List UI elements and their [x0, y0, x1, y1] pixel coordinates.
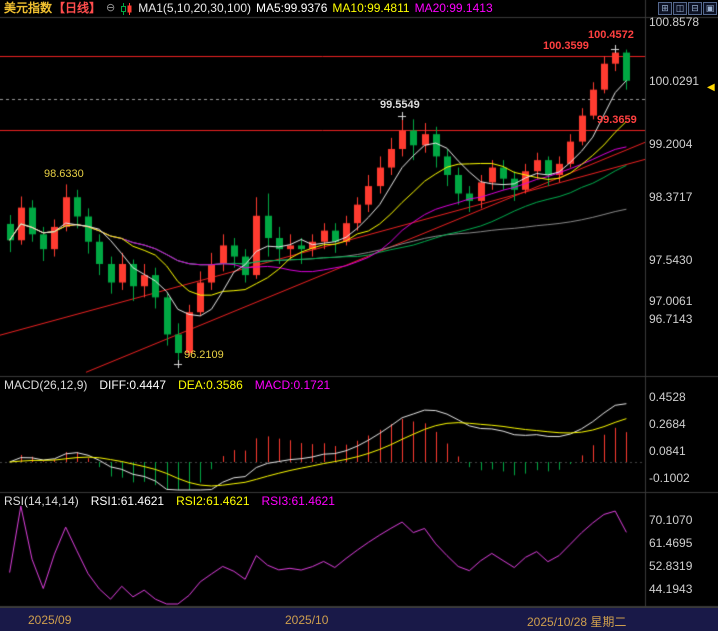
panel-grid-icon[interactable]: ⊞ [658, 2, 672, 15]
collapse-icon[interactable]: ⊖ [106, 2, 116, 14]
macd-hist-value: MACD:0.1721 [254, 378, 331, 392]
resistance-price-label: 100.3599 [543, 40, 589, 52]
rsi3-value: RSI3:61.4621 [261, 494, 335, 508]
rsi-axis-label: 61.4695 [649, 536, 693, 550]
macd-axis-label: 0.4528 [649, 390, 686, 404]
support-price-label: 99.3659 [597, 114, 637, 126]
panel-split-horizontal-icon[interactable]: ⊟ [688, 2, 702, 15]
macd-params-label[interactable]: MACD(26,12,9) [4, 378, 88, 392]
rsi-axis-label: 44.1943 [649, 582, 693, 596]
macd-header: MACD(26,12,9) DIFF:0.4447 DEA:0.3586 MAC… [4, 378, 330, 392]
rsi1-value: RSI1:61.4621 [90, 494, 165, 508]
ma20-value: MA20:99.1413 [414, 1, 493, 15]
window-layout-buttons: ⊞ ◫ ⊟ ▣ [658, 2, 717, 15]
swing-high-label: 100.4572 [588, 29, 634, 41]
panel-split-vertical-icon[interactable]: ◫ [673, 2, 687, 15]
rsi-axis-label: 70.1070 [649, 513, 693, 527]
ma10-value: MA10:99.4811 [332, 1, 410, 15]
macd-dea-value: DEA:0.3586 [178, 378, 243, 392]
period-label[interactable]: 【日线】 [53, 1, 102, 15]
current-price-arrow-icon: ◀ [707, 82, 715, 93]
time-axis-bar[interactable]: 2025/09 2025/10 2025/10/28 星期二 [0, 607, 718, 631]
kline-style-icon[interactable] [121, 2, 132, 15]
ma-settings-label[interactable]: MA1(5,10,20,30,100) [138, 1, 251, 15]
rsi2-value: RSI2:61.4621 [176, 494, 250, 508]
time-axis-tick: 2025/10 [285, 613, 329, 627]
time-axis-tick: 2025/09 [28, 613, 72, 627]
rsi-params-label[interactable]: RSI(14,14,14) [4, 494, 79, 508]
price-axis-label: 98.3717 [649, 190, 693, 204]
swing-high-label: 98.6330 [44, 168, 84, 180]
price-axis-label: 100.0291 [649, 74, 700, 88]
rsi-header: RSI(14,14,14) RSI1:61.4621 RSI2:61.4621 … [4, 494, 335, 508]
price-axis-label: 96.7143 [649, 312, 693, 326]
symbol-name[interactable]: 美元指数 [4, 1, 53, 15]
ma5-value: MA5:99.9376 [256, 1, 328, 15]
price-axis-label: 100.8578 [649, 15, 700, 29]
panel-maximize-icon[interactable]: ▣ [703, 2, 717, 15]
macd-diff-value: DIFF:0.4447 [99, 378, 167, 392]
price-axis-label: 99.2004 [649, 137, 693, 151]
chart-header: 美元指数 【日线】 ⊖ MA1(5,10,20,30,100) MA5:99.9… [0, 0, 680, 17]
price-axis-label: 97.0061 [649, 294, 693, 308]
rsi-axis-label: 52.8319 [649, 559, 693, 573]
swing-high-label: 99.5549 [380, 99, 420, 111]
swing-low-label: 96.2109 [184, 349, 224, 361]
macd-axis-label: 0.0841 [649, 444, 686, 458]
macd-axis-label: -0.1002 [649, 471, 690, 485]
macd-axis-label: 0.2684 [649, 417, 686, 431]
current-date-label: 2025/10/28 星期二 [527, 615, 627, 629]
price-axis-label: 97.5430 [649, 253, 693, 267]
